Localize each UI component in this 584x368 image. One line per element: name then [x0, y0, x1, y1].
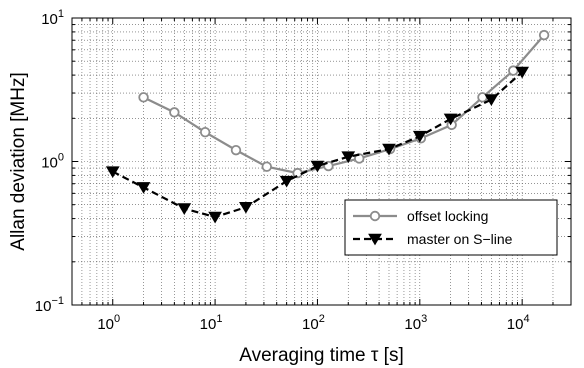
data-point-triangle [484, 94, 499, 106]
data-point-triangle [310, 160, 325, 173]
legend: offset locking master on S−line [344, 199, 558, 256]
data-point-circle [261, 161, 272, 172]
data-point-circle [199, 127, 211, 138]
data-point-triangle [239, 201, 253, 214]
data-point-circle [138, 92, 149, 103]
data-point-triangle [136, 182, 151, 194]
data-point-triangle [515, 66, 530, 79]
data-point-triangle [382, 143, 396, 156]
y-axis-label: Allan deviation [MHz] [8, 72, 29, 250]
y-tick-label: 101 [41, 8, 64, 28]
data-point-triangle [412, 130, 427, 143]
series-layer [105, 29, 550, 224]
data-point-triangle [105, 166, 120, 179]
data-point-circle [538, 29, 550, 41]
series-line [143, 34, 545, 175]
x-tick-label: 102 [302, 313, 325, 333]
x-axis-label: Averaging time τ [s] [239, 345, 404, 366]
legend-marker-triangle [368, 233, 382, 246]
data-point-triangle [341, 151, 356, 164]
legend-label: master on S−line [407, 231, 513, 247]
y-tick-label: 100 [41, 152, 64, 172]
x-tick-label: 103 [404, 313, 427, 333]
x-tick-label: 101 [200, 313, 223, 333]
legend-marker-circle [369, 210, 381, 222]
x-tick-label: 100 [97, 313, 120, 333]
data-point-circle [169, 107, 180, 118]
legend-label: offset locking [407, 208, 488, 224]
data-point-triangle [208, 211, 222, 224]
data-point-triangle [279, 175, 294, 188]
data-point-triangle [443, 113, 458, 126]
data-point-triangle [177, 203, 192, 215]
axis-ticks: 100 101 102 103 104 10−1 100 101 [35, 8, 571, 333]
y-tick-label: 10−1 [35, 295, 64, 315]
legend-box [344, 199, 558, 256]
data-point-circle [230, 144, 242, 156]
series-master-on-s-line [105, 66, 530, 224]
x-tick-label: 104 [507, 313, 530, 333]
